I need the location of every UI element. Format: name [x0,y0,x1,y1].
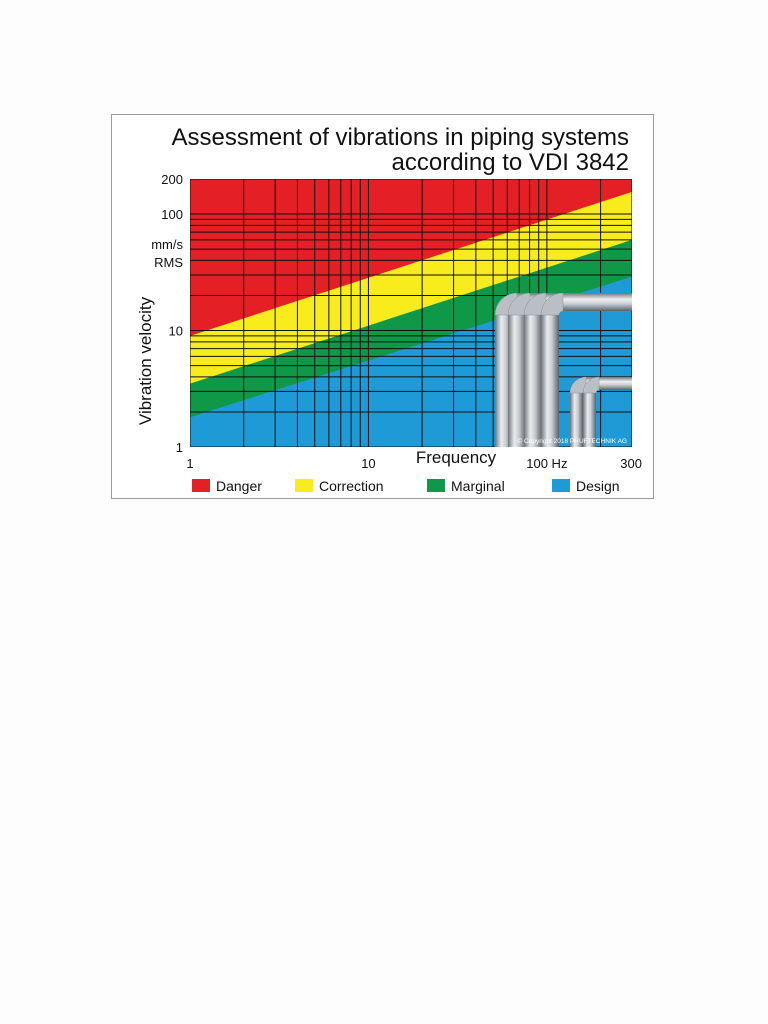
legend-label: Design [576,478,620,494]
legend-item: Design [552,478,620,494]
pipe-illustration [494,292,632,447]
copyright-notice: © Copyright 2018 PRUFTECHNIK AG [517,437,627,445]
legend-label: Correction [319,478,384,494]
pipe-segment [599,377,632,390]
x-axis-label: Frequency [416,448,497,467]
y-axis-label: Vibration velocity [136,296,155,425]
legend-item: Correction [295,478,384,494]
x-tick-label: 100 Hz [526,456,567,471]
legend-swatch [295,479,313,492]
chart-card: Assessment of vibrations in piping syste… [111,114,654,499]
legend-swatch [192,479,210,492]
x-tick-label: 300 [620,456,642,471]
pipe-segment [541,315,559,447]
legend-item: Danger [192,478,262,494]
chart-title-line-2: according to VDI 3842 [391,149,629,176]
pipe-segment [563,293,632,311]
pipe-segment [508,315,526,447]
y-tick-label: 200 [161,172,183,187]
legend: Danger Correction Marginal Design [192,478,620,494]
chart-title-line-1: Assessment of vibrations in piping syste… [171,124,629,151]
legend-swatch [427,479,445,492]
y-tick-label: 100 [161,207,183,222]
pipe-segment [583,393,596,447]
pipe-bend [582,376,600,394]
y-unit-label-line-1: mm/s [151,237,183,252]
vibration-chart: © Copyright 2018 PRUFTECHNIK AG 1 10 100 20… [136,172,642,494]
y-tick-label: 1 [176,440,183,455]
y-unit-label-line-2: RMS [154,255,183,270]
legend-item: Marginal [427,478,505,494]
legend-label: Marginal [451,478,505,494]
y-tick-label: 10 [169,324,183,339]
legend-label: Danger [216,478,262,494]
pipe-bend [540,292,564,316]
pipe-segment [524,315,542,447]
legend-swatch [552,479,570,492]
x-tick-label: 1 [186,456,193,471]
pipe-segment [570,393,583,447]
x-tick-label: 10 [361,456,375,471]
